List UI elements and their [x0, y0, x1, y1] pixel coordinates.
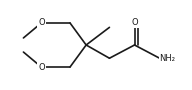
Text: NH₂: NH₂	[160, 54, 176, 63]
Text: O: O	[131, 18, 138, 27]
Text: O: O	[38, 63, 45, 72]
Text: O: O	[38, 18, 45, 27]
